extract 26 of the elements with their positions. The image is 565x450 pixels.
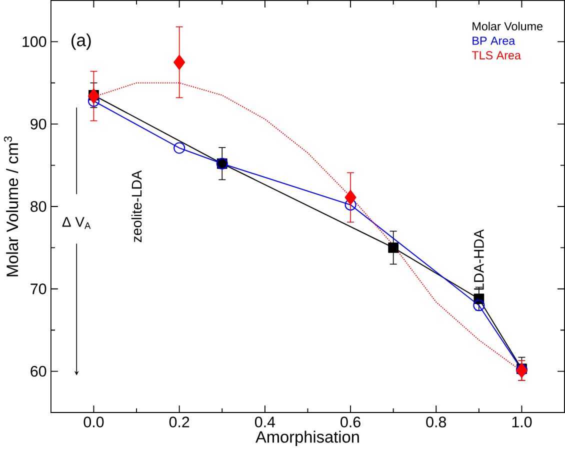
y-tick-label: 60 bbox=[30, 366, 46, 377]
y-tick-label: 80 bbox=[30, 201, 46, 212]
x-axis-title: Amorphisation bbox=[256, 430, 359, 446]
text: Molar Volume bbox=[472, 22, 543, 30]
point bbox=[174, 54, 186, 70]
x-tick-label: 0.2 bbox=[169, 416, 190, 428]
text: TLS Area bbox=[472, 51, 521, 60]
annotation: LDA-HDA bbox=[474, 229, 484, 290]
x-tick-label: 0.6 bbox=[340, 416, 360, 428]
x-tick-label: 1.0 bbox=[512, 416, 532, 428]
point bbox=[388, 242, 399, 253]
x-tick-label: 0.4 bbox=[254, 416, 276, 428]
annotation: (a) bbox=[72, 34, 91, 50]
point bbox=[88, 88, 100, 104]
x-tick-label: 0.0 bbox=[84, 416, 104, 428]
annotation: zeolite-LDA bbox=[131, 170, 142, 242]
text: BP Area bbox=[472, 36, 516, 45]
point bbox=[344, 190, 356, 206]
y-tick-label: 90 bbox=[30, 118, 46, 130]
y-tick-label: 100 bbox=[22, 36, 46, 48]
x-tick-label: 0.8 bbox=[426, 416, 446, 428]
y-tick-label: 70 bbox=[30, 284, 46, 294]
point bbox=[344, 199, 356, 211]
point bbox=[174, 142, 186, 154]
y-axis-title: Molar Volume / cm$^{3}$ bbox=[4, 136, 18, 276]
annotation: Δ V$_{A}$ bbox=[62, 217, 91, 229]
